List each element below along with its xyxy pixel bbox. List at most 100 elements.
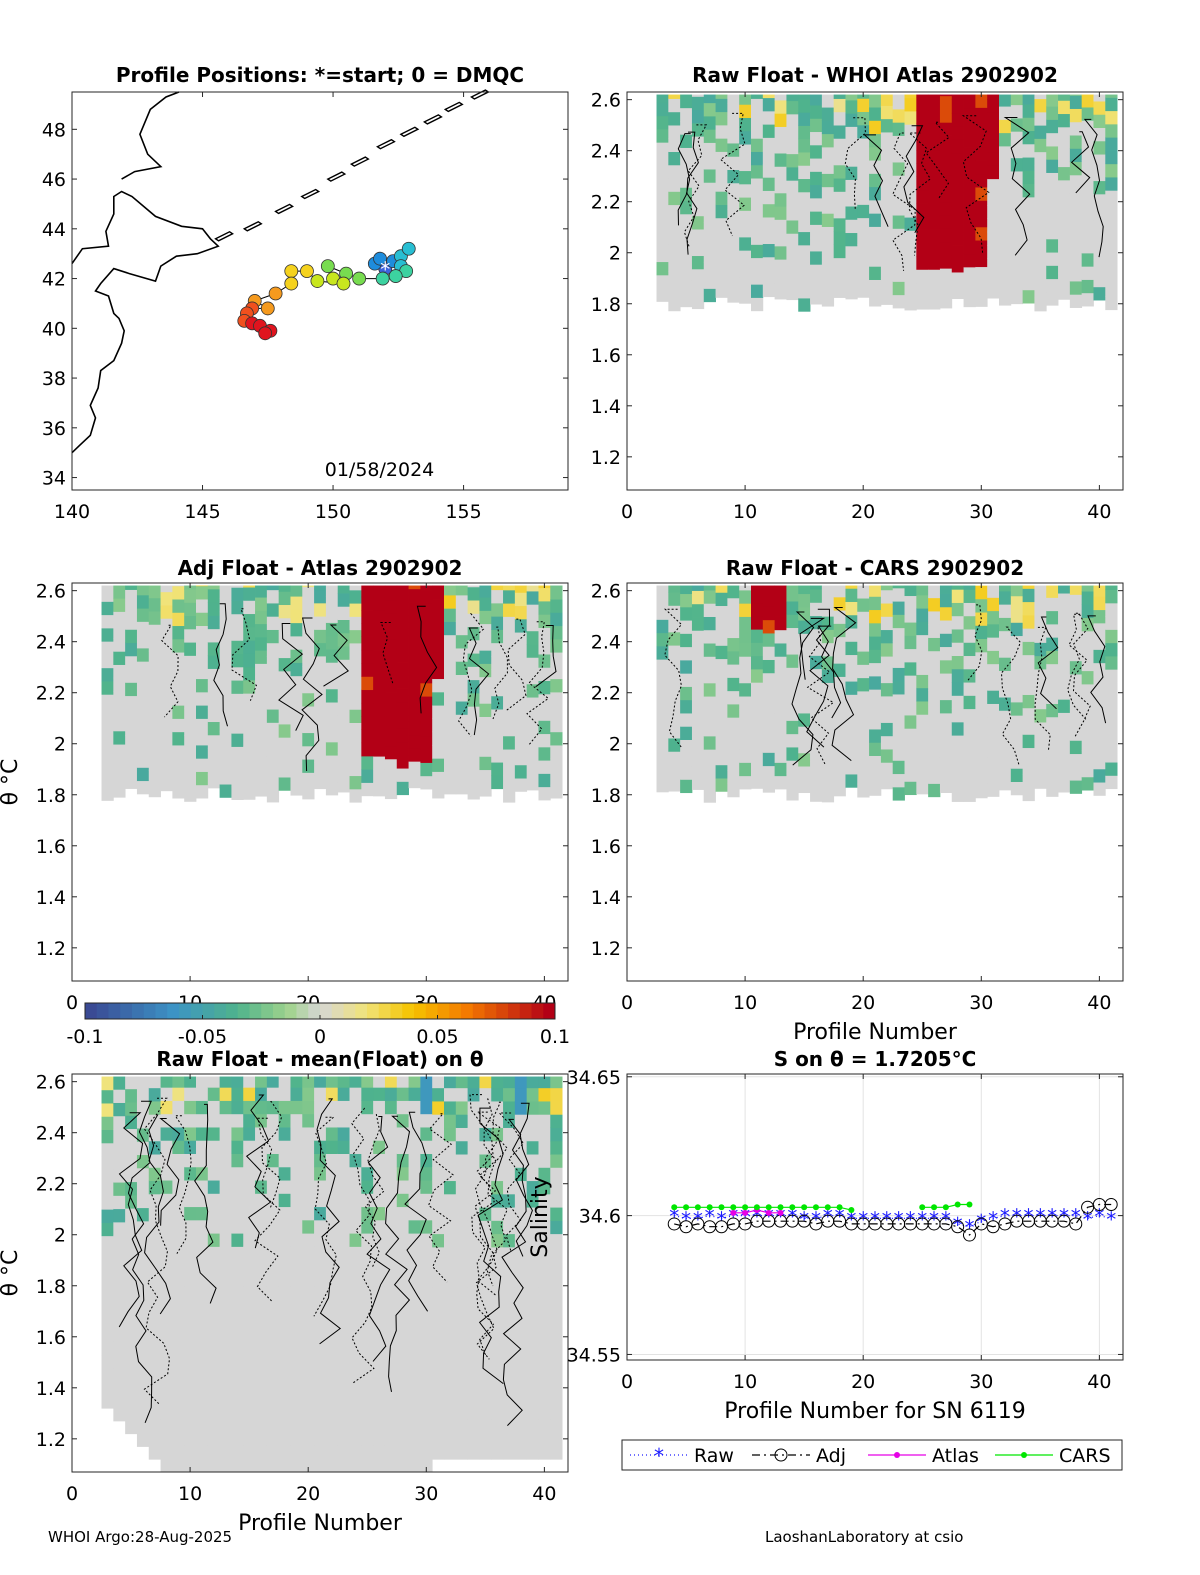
colorbar-segment bbox=[249, 1003, 262, 1019]
heatmap-cell bbox=[892, 294, 905, 309]
heatmap-cell bbox=[1034, 138, 1047, 153]
heatmap-cell bbox=[951, 735, 964, 749]
heatmap-cell bbox=[880, 682, 894, 697]
heatmap-cell bbox=[727, 196, 740, 210]
heatmap-cell bbox=[467, 1193, 480, 1208]
x-tick-label: 20 bbox=[851, 501, 875, 523]
heatmap-cell bbox=[916, 110, 929, 124]
heatmap-cell bbox=[196, 1312, 209, 1327]
heatmap-cell bbox=[857, 164, 870, 179]
heatmap-cell bbox=[503, 775, 516, 790]
colorbar-segment bbox=[355, 1003, 368, 1019]
heatmap-cell bbox=[373, 729, 386, 744]
heatmap-cell bbox=[207, 1273, 221, 1287]
heatmap-cell bbox=[136, 594, 150, 609]
heatmap-cell bbox=[999, 145, 1012, 160]
heatmap-cell bbox=[148, 1445, 161, 1460]
heatmap-cell bbox=[455, 1087, 469, 1102]
heatmap-cell bbox=[101, 1275, 114, 1290]
heatmap-cell bbox=[408, 1392, 421, 1407]
heatmap-cell bbox=[762, 739, 776, 753]
heatmap-cell bbox=[1058, 685, 1071, 700]
heatmap-cell bbox=[1046, 212, 1059, 227]
heatmap-cell bbox=[869, 729, 882, 743]
heatmap-cell bbox=[207, 588, 221, 603]
heatmap-cell bbox=[668, 111, 681, 126]
heatmap-cell bbox=[373, 1352, 386, 1367]
heatmap-cell bbox=[361, 769, 374, 783]
data-point-raw: * bbox=[917, 1207, 927, 1231]
heatmap-cell bbox=[869, 585, 882, 597]
profile-position-marker bbox=[401, 241, 416, 256]
heatmap-cell bbox=[786, 747, 799, 761]
heatmap-cell bbox=[987, 637, 1000, 651]
heatmap-cell bbox=[857, 757, 870, 771]
heatmap-cell bbox=[774, 139, 787, 154]
heatmap-cell bbox=[975, 253, 988, 268]
heatmap-cell bbox=[373, 716, 386, 731]
heatmap-cell bbox=[479, 597, 492, 611]
heatmap-cell bbox=[1010, 104, 1024, 119]
heatmap-cell bbox=[810, 184, 823, 199]
data-point-cars bbox=[824, 1204, 831, 1211]
heatmap-cell bbox=[1010, 290, 1024, 305]
heatmap-cell bbox=[266, 1219, 280, 1234]
heatmap-cell bbox=[136, 634, 150, 649]
heatmap-cell bbox=[656, 592, 669, 607]
heatmap-cell bbox=[951, 219, 964, 233]
heatmap-cell bbox=[444, 1392, 457, 1407]
heatmap-cell bbox=[243, 587, 256, 601]
heatmap-cell bbox=[1105, 629, 1118, 644]
heatmap-cell bbox=[1058, 739, 1071, 753]
heatmap-cell bbox=[491, 1233, 504, 1248]
heatmap-cell bbox=[396, 1193, 409, 1208]
heatmap-cell bbox=[243, 1259, 256, 1274]
heatmap-cell bbox=[1010, 144, 1024, 159]
heatmap-cell bbox=[101, 1116, 114, 1131]
heatmap-cell bbox=[432, 1167, 445, 1182]
heatmap-cell bbox=[845, 153, 858, 167]
heatmap-cell bbox=[113, 1407, 126, 1422]
heatmap-cell bbox=[1105, 150, 1118, 165]
heatmap-cell bbox=[408, 1140, 421, 1154]
heatmap-cell bbox=[467, 719, 480, 734]
heatmap-cell bbox=[1046, 585, 1059, 598]
heatmap-cell bbox=[691, 603, 705, 618]
heatmap-cell bbox=[467, 746, 480, 760]
heatmap-cell bbox=[963, 160, 976, 175]
heatmap-cell bbox=[975, 200, 988, 215]
heatmap-cell bbox=[479, 1180, 492, 1195]
y-axis-label: θ °C bbox=[0, 1250, 23, 1297]
heatmap-cell bbox=[184, 615, 197, 630]
heatmap-cell bbox=[538, 1101, 551, 1115]
heatmap-cell bbox=[136, 780, 150, 795]
heatmap-cell bbox=[361, 1326, 374, 1340]
heatmap-cell bbox=[184, 1100, 197, 1115]
heatmap-cell bbox=[172, 1392, 185, 1407]
heatmap-cell bbox=[703, 590, 716, 604]
heatmap-cell bbox=[325, 585, 339, 597]
heatmap-cell bbox=[715, 270, 728, 285]
heatmap-cell bbox=[1010, 197, 1024, 212]
heatmap-cell bbox=[833, 178, 846, 192]
heatmap-cell bbox=[491, 1101, 504, 1115]
heatmap-cell bbox=[762, 659, 776, 674]
heatmap-cell bbox=[1093, 596, 1106, 611]
heatmap-cell bbox=[231, 1326, 244, 1340]
heatmap-cell bbox=[255, 676, 268, 691]
heatmap-cell bbox=[420, 616, 433, 631]
heatmap-cell bbox=[1010, 648, 1024, 663]
data-point-raw: * bbox=[905, 1207, 915, 1231]
heatmap-cell bbox=[503, 1193, 516, 1208]
heatmap-cell bbox=[467, 1114, 480, 1128]
heatmap-cell bbox=[196, 1299, 209, 1314]
heatmap-cell bbox=[892, 707, 905, 721]
heatmap-cell bbox=[550, 1260, 563, 1274]
heatmap-cell bbox=[668, 284, 681, 298]
heatmap-cell bbox=[207, 1339, 221, 1353]
heatmap-cell bbox=[243, 600, 256, 615]
heatmap-cell bbox=[939, 228, 953, 243]
heatmap-cell bbox=[680, 633, 693, 648]
heatmap-cell bbox=[1069, 766, 1083, 781]
